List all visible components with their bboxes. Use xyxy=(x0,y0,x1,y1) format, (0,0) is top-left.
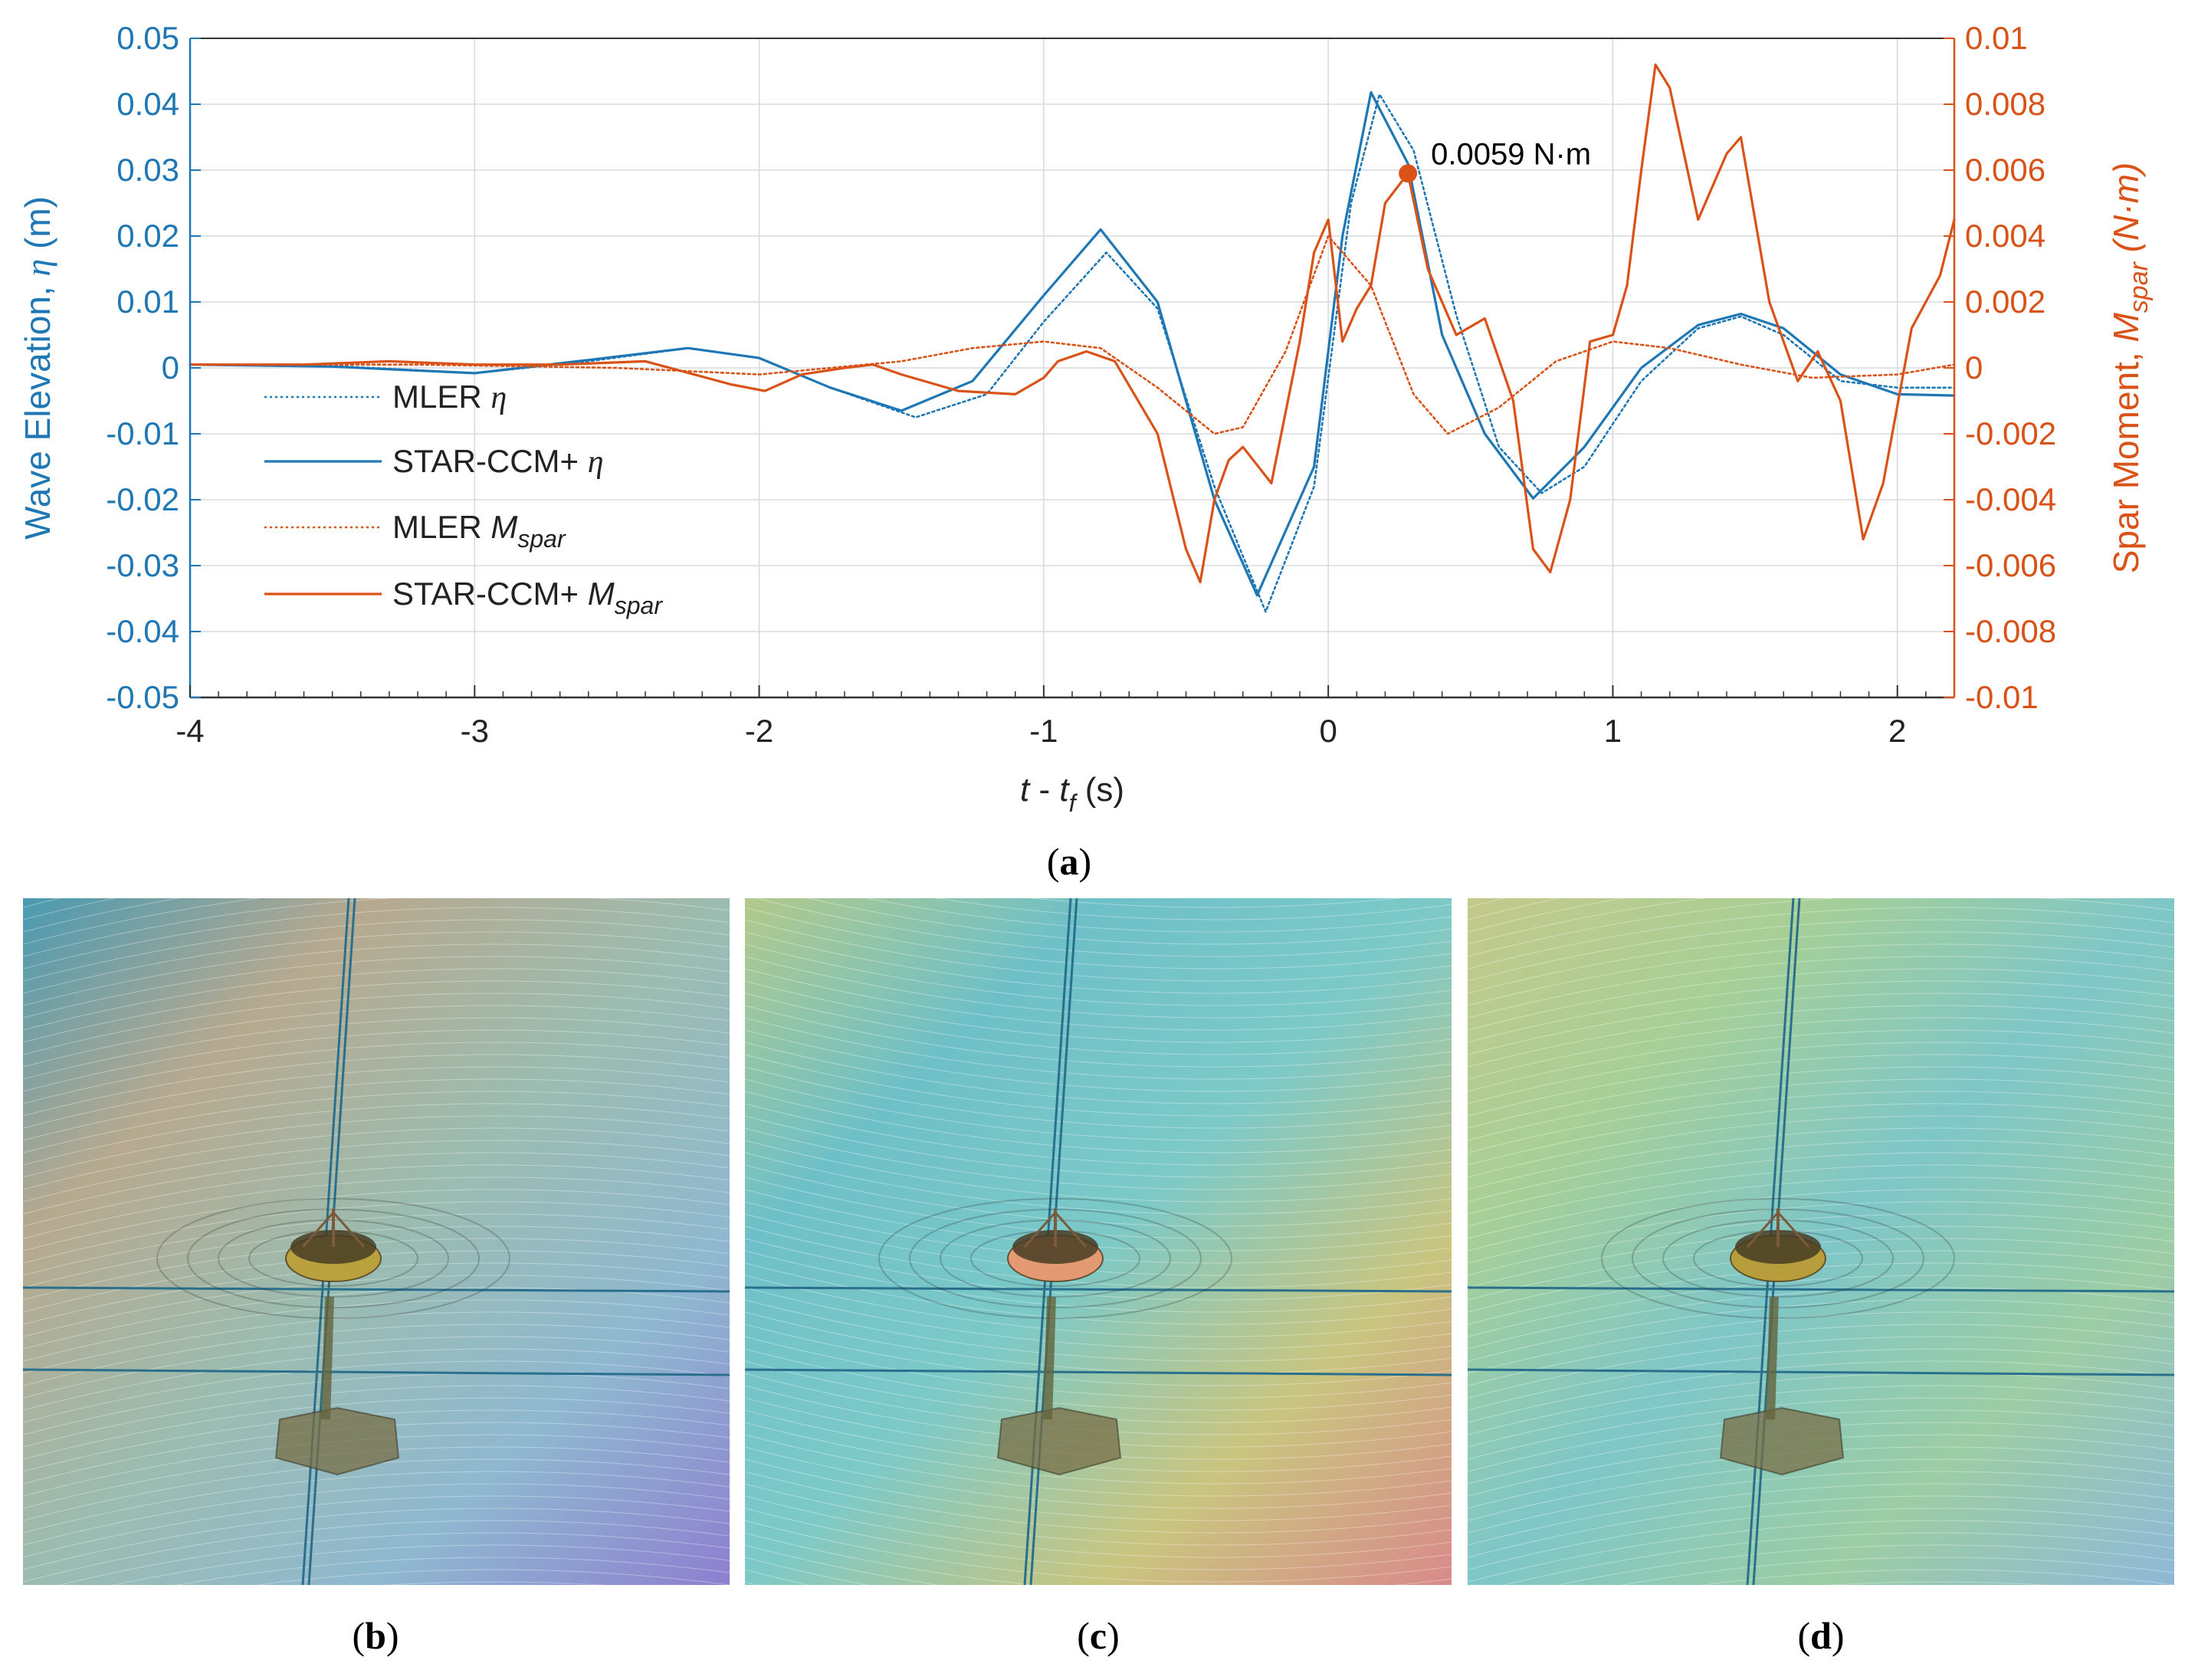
legend-label-0: MLER η xyxy=(392,379,507,415)
series-line-3 xyxy=(189,63,1956,584)
y-left-tick-label: 0.03 xyxy=(116,152,179,188)
panel-label-b: (b) xyxy=(352,1614,399,1657)
panel-label-c: (c) xyxy=(1077,1614,1120,1657)
photo-d xyxy=(1468,898,2174,1585)
y-left-tick-label: -0.05 xyxy=(106,679,179,715)
y-right-tick-label: -0.006 xyxy=(1965,547,2056,583)
legend-label-1: STAR-CCM+ η xyxy=(392,443,604,480)
x-tick-label: -2 xyxy=(745,713,773,749)
chart-a: 0.0059 N·m -0.05 -0.04 -0.03 -0.02 -0.01 0 0.01… xyxy=(18,20,2154,817)
y-right-tick-label: 0.008 xyxy=(1965,86,2045,122)
y-left-tick-label: 0.05 xyxy=(116,20,179,56)
x-tick-label: -1 xyxy=(1029,713,1058,749)
series-line-1 xyxy=(189,90,1956,597)
y-left-tick-label: 0.04 xyxy=(116,86,179,122)
y-left-tick-label: 0.02 xyxy=(116,218,179,254)
photo-b xyxy=(23,898,730,1585)
y-left-tick-label: 0 xyxy=(162,349,179,386)
annotation-label: 0.0059 N·m xyxy=(1431,137,1591,171)
y-right-tick-label: -0.01 xyxy=(1965,679,2039,715)
y-left-tick-label: 0.01 xyxy=(116,284,179,320)
y-right-tick-label: -0.002 xyxy=(1965,415,2056,451)
x-tick-label: 2 xyxy=(1888,713,1906,749)
y-right-tick-label: 0.004 xyxy=(1965,218,2045,254)
panel-label-d: (d) xyxy=(1797,1614,1845,1657)
y-left-tick-label: -0.03 xyxy=(106,547,179,583)
y-right-tick-label: -0.004 xyxy=(1965,481,2056,517)
y-right-tick-label: 0 xyxy=(1965,349,1983,386)
y-right-tick-label: 0.006 xyxy=(1965,152,2045,188)
panel-label-a: (a) xyxy=(1046,840,1092,883)
y-right-tick-label: 0.002 xyxy=(1965,284,2045,320)
y-left-tick-label: -0.01 xyxy=(106,415,179,451)
y-right-tick-label: -0.008 xyxy=(1965,613,2056,649)
y-left-tick-label: -0.02 xyxy=(106,481,179,517)
x-tick-label: 0 xyxy=(1319,713,1337,749)
y-left-tick-label: -0.04 xyxy=(106,613,179,649)
x-tick-label: 1 xyxy=(1604,713,1622,749)
legend-label-3: STAR-CCM+ Mspar xyxy=(392,576,663,619)
y-right-axis-label: Spar Moment, Mspar (N·m) xyxy=(2106,162,2154,573)
annotation-marker xyxy=(1399,164,1418,183)
photo-c xyxy=(745,898,1452,1585)
x-axis-label: t - tf (s) xyxy=(1020,771,1124,817)
y-right-tick-label: 0.01 xyxy=(1965,20,2028,56)
x-tick-label: -3 xyxy=(461,713,489,749)
y-left-axis-label: Wave Elevation, η (m) xyxy=(18,196,57,540)
x-tick-label: -4 xyxy=(176,713,204,749)
legend-label-2: MLER Mspar xyxy=(392,509,566,553)
